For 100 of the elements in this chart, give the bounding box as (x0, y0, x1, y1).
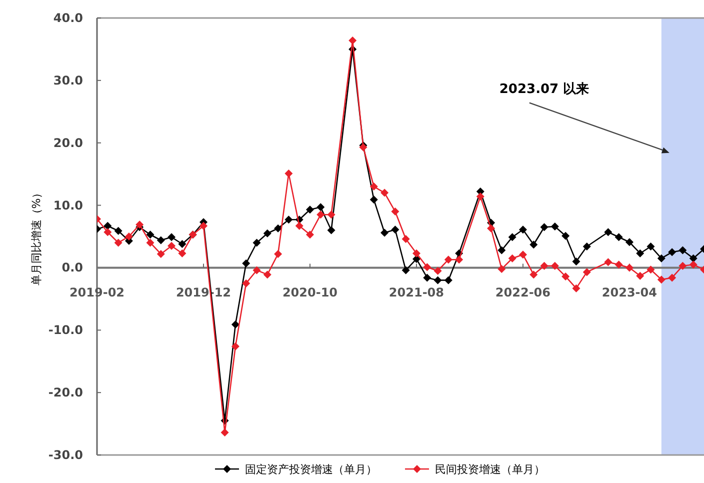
y-axis-title: 单月同比增速（%） (30, 187, 43, 286)
point (498, 264, 506, 273)
point (582, 268, 591, 276)
point (327, 226, 336, 234)
y-tick-label: 10.0 (53, 198, 83, 212)
point (562, 232, 570, 240)
point (434, 276, 442, 284)
point (562, 272, 570, 280)
point (550, 262, 559, 270)
point (178, 240, 186, 248)
point (380, 228, 389, 237)
point (104, 228, 112, 236)
y-tick-label: 30.0 (53, 73, 83, 88)
point (508, 254, 516, 262)
x-tick-label: 2022-06 (495, 286, 551, 300)
point (614, 233, 623, 242)
point (530, 270, 538, 279)
point (284, 216, 293, 224)
point (316, 210, 325, 219)
point (295, 222, 304, 230)
point (284, 169, 293, 178)
point (572, 284, 580, 292)
point (306, 206, 314, 214)
y-tick-label: -30.0 (48, 448, 83, 462)
point (263, 270, 272, 279)
point (455, 256, 464, 264)
point (231, 342, 240, 350)
point (625, 264, 634, 272)
point (156, 250, 165, 258)
legend-label: 固定资产投资增速（单月） (245, 463, 377, 476)
point (636, 272, 644, 280)
point (550, 222, 559, 231)
point (114, 226, 122, 235)
y-tick-label: -20.0 (48, 386, 83, 400)
point (614, 260, 623, 269)
point (678, 246, 687, 254)
point (220, 428, 229, 437)
point (124, 232, 133, 240)
point (274, 250, 282, 258)
point (231, 320, 240, 329)
point (402, 234, 410, 243)
point (508, 233, 516, 242)
point (327, 210, 336, 219)
point (657, 276, 666, 284)
point (646, 242, 655, 250)
x-tick-label: 2023-04 (602, 286, 657, 300)
point (370, 182, 378, 191)
point (668, 248, 676, 256)
point (114, 238, 122, 247)
point (252, 266, 261, 274)
point (391, 208, 400, 216)
point (540, 223, 548, 232)
point (370, 196, 378, 204)
x-tick-label: 2021-08 (388, 286, 444, 300)
point (657, 254, 666, 262)
point (530, 240, 538, 249)
point (156, 236, 165, 244)
point (572, 257, 580, 266)
point (168, 242, 176, 250)
annotation: 2023.07 以来 (499, 82, 590, 97)
point (444, 276, 452, 284)
legend-label: 民间投资增速（单月） (435, 463, 545, 476)
y-tick-label: 20.0 (53, 136, 83, 150)
point (146, 230, 154, 239)
point (136, 220, 144, 229)
point (348, 36, 357, 44)
point (636, 249, 644, 258)
y-tick-label: 0.0 (62, 260, 83, 275)
point (402, 266, 410, 274)
point (689, 260, 698, 269)
point (391, 226, 400, 234)
point (178, 249, 186, 258)
point (487, 224, 496, 232)
point (444, 256, 452, 264)
point (668, 274, 676, 282)
point (412, 249, 420, 258)
point (263, 229, 272, 238)
point (242, 259, 250, 268)
x-tick-label: 2020-10 (282, 286, 338, 300)
point (518, 226, 527, 234)
point (678, 262, 687, 270)
point (604, 228, 612, 236)
point (498, 246, 506, 254)
point (306, 230, 314, 239)
point (168, 233, 176, 242)
y-tick-label: -10.0 (48, 323, 83, 338)
point (380, 188, 389, 197)
point (476, 192, 484, 201)
point (646, 266, 655, 274)
point (146, 238, 154, 247)
point (604, 258, 612, 266)
point (252, 238, 261, 247)
point (582, 242, 591, 250)
point (625, 238, 634, 246)
point (423, 263, 432, 272)
point (689, 254, 698, 262)
point (242, 279, 250, 288)
point (104, 222, 112, 230)
point (423, 274, 432, 282)
y-tick-label: 40.0 (53, 11, 83, 25)
